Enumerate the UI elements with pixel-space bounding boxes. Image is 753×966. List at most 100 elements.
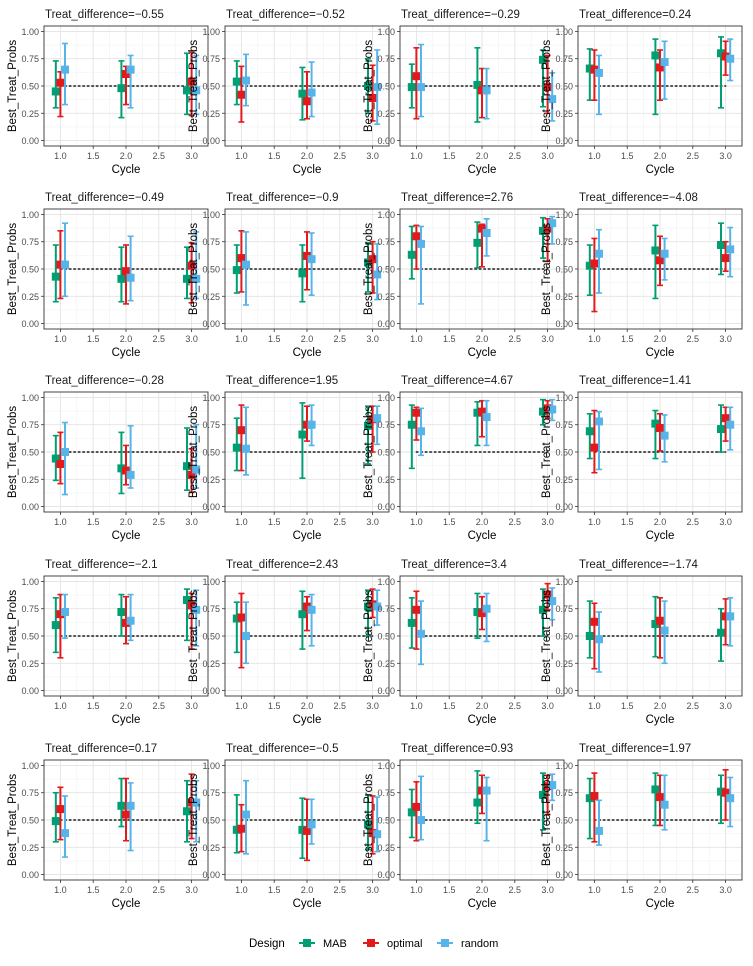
y-tick-label: 0.75 bbox=[377, 788, 395, 798]
point-mab bbox=[585, 632, 594, 640]
point-optimal bbox=[56, 805, 65, 814]
point-random bbox=[192, 465, 201, 474]
x-tick-label: 2.5 bbox=[153, 517, 166, 527]
y-tick-label: 1.00 bbox=[202, 393, 220, 403]
point-optimal bbox=[237, 824, 246, 833]
y-tick-label: 1.00 bbox=[377, 210, 395, 220]
facet-title: Treat_difference=−0.49 bbox=[45, 192, 164, 204]
x-axis-label: Cycle bbox=[293, 714, 322, 726]
x-tick-label: 1.0 bbox=[235, 517, 248, 527]
y-tick-label: 0.25 bbox=[202, 292, 220, 302]
y-tick-label: 1.00 bbox=[555, 210, 573, 220]
point-mab bbox=[364, 602, 373, 611]
point-mab bbox=[183, 807, 192, 816]
x-tick-label: 2.0 bbox=[120, 701, 133, 711]
point-optimal bbox=[721, 254, 730, 263]
y-tick-label: 1.00 bbox=[21, 27, 39, 37]
y-tick-label: 1.00 bbox=[377, 577, 395, 587]
facet-panel: Treat_difference=1.97 0.00 0.25 0.50 0.75 1.0… bbox=[541, 743, 743, 910]
point-random bbox=[307, 420, 316, 429]
x-tick-label: 1.0 bbox=[588, 151, 601, 161]
facet-panel: Treat_difference=3.4 0.00 0.25 0.50 0.75 1.00… bbox=[363, 559, 565, 726]
y-tick-label: 0.00 bbox=[555, 136, 573, 146]
point-mab bbox=[232, 266, 241, 275]
y-tick-label: 0.50 bbox=[555, 816, 573, 826]
point-random bbox=[660, 800, 669, 809]
point-random bbox=[192, 605, 201, 614]
point-mab bbox=[232, 825, 241, 834]
x-tick-label: 3.0 bbox=[719, 151, 732, 161]
x-tick-label: 2.5 bbox=[334, 701, 347, 711]
y-tick-label: 0.50 bbox=[555, 265, 573, 275]
point-random bbox=[660, 58, 669, 66]
legend-key-marker bbox=[303, 939, 311, 947]
y-axis-label: Best_Treat_Probs bbox=[188, 223, 200, 316]
x-tick-label: 1.0 bbox=[588, 517, 601, 527]
point-mab bbox=[717, 425, 726, 434]
y-tick-label: 0.00 bbox=[555, 502, 573, 512]
facet-title: Treat_difference=−0.29 bbox=[401, 9, 520, 21]
facet-title: Treat_difference=−0.52 bbox=[226, 9, 345, 21]
point-mab bbox=[298, 89, 307, 98]
legend-key-optimal bbox=[363, 939, 379, 947]
point-optimal bbox=[412, 232, 421, 241]
facet-title: Treat_difference=0.24 bbox=[579, 9, 692, 21]
x-axis-label: Cycle bbox=[293, 164, 322, 176]
point-random bbox=[416, 427, 425, 436]
panel-border bbox=[224, 391, 390, 513]
y-tick-label: 0.25 bbox=[202, 843, 220, 853]
point-mab bbox=[298, 430, 307, 439]
y-tick-label: 0.50 bbox=[202, 448, 220, 458]
point-mab bbox=[473, 80, 482, 89]
point-mab bbox=[539, 226, 548, 235]
y-axis-label: Best_Treat_Probs bbox=[7, 590, 19, 683]
facet-title: Treat_difference=−1.74 bbox=[579, 559, 699, 571]
x-tick-label: 1.0 bbox=[588, 701, 601, 711]
point-optimal bbox=[122, 267, 130, 276]
point-random bbox=[192, 798, 201, 807]
y-axis-label: Best_Treat_Probs bbox=[188, 40, 200, 133]
x-tick-label: 1.5 bbox=[87, 517, 100, 527]
y-tick-label: 0.25 bbox=[377, 475, 395, 485]
point-optimal bbox=[237, 613, 246, 622]
point-mab bbox=[473, 238, 482, 247]
y-tick-label: 1.00 bbox=[555, 761, 573, 771]
y-tick-label: 0.75 bbox=[202, 604, 220, 614]
point-mab bbox=[232, 77, 241, 86]
point-optimal bbox=[187, 601, 196, 610]
point-mab bbox=[651, 620, 660, 628]
x-tick-label: 2.5 bbox=[153, 151, 166, 161]
facet-title: Treat_difference=2.43 bbox=[226, 559, 338, 571]
x-tick-label: 2.5 bbox=[687, 151, 700, 161]
x-tick-label: 2.5 bbox=[509, 701, 522, 711]
x-tick-label: 1.5 bbox=[443, 517, 456, 527]
x-tick-label: 3.0 bbox=[541, 334, 554, 344]
point-random bbox=[548, 597, 557, 606]
x-tick-label: 1.5 bbox=[87, 885, 100, 895]
y-tick-label: 0.50 bbox=[21, 82, 39, 92]
facet-panel: Treat_difference=−0.55 0.00 0.25 0.50 0.75 1.… bbox=[7, 9, 209, 176]
point-random bbox=[726, 420, 735, 429]
point-mab bbox=[585, 64, 594, 73]
x-tick-label: 2.5 bbox=[153, 885, 166, 895]
point-mab bbox=[717, 241, 726, 249]
y-tick-label: 0.25 bbox=[377, 659, 395, 669]
point-random bbox=[126, 470, 135, 479]
point-mab bbox=[539, 605, 548, 614]
point-optimal bbox=[590, 259, 599, 268]
y-tick-label: 0.00 bbox=[377, 319, 395, 329]
x-tick-label: 2.0 bbox=[120, 885, 133, 895]
x-tick-label: 2.5 bbox=[509, 517, 522, 527]
y-tick-label: 0.75 bbox=[21, 54, 39, 64]
point-optimal bbox=[478, 86, 486, 95]
legend-title: Design bbox=[249, 938, 285, 950]
x-tick-label: 1.0 bbox=[410, 517, 423, 527]
x-tick-label: 1.5 bbox=[443, 701, 456, 711]
x-tick-label: 2.5 bbox=[334, 334, 347, 344]
x-tick-label: 1.0 bbox=[235, 334, 248, 344]
x-tick-label: 2.5 bbox=[153, 334, 166, 344]
point-random bbox=[726, 54, 735, 63]
y-tick-label: 1.00 bbox=[555, 393, 573, 403]
point-mab bbox=[298, 269, 307, 278]
panel-border bbox=[224, 759, 390, 881]
